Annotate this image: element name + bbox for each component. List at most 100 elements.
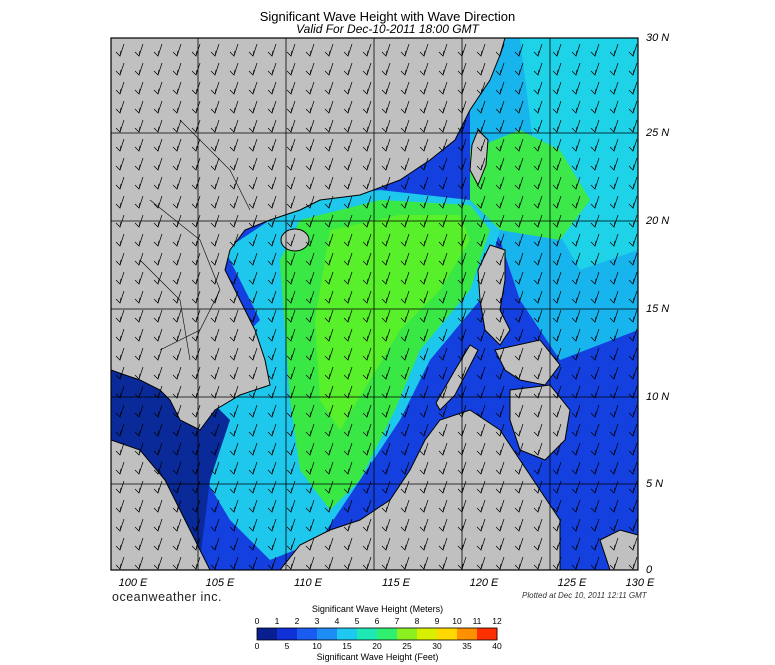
wave-arrow [495, 81, 505, 95]
wave-arrow [248, 347, 258, 361]
wave-arrow [172, 442, 182, 456]
wave-arrow [476, 138, 486, 152]
visayas [494, 339, 561, 386]
wave-arrow [419, 309, 429, 323]
wave-arrow [229, 252, 239, 266]
wave-arrow [533, 499, 543, 513]
lat-label: 20 N [646, 215, 670, 227]
wave-arrow [590, 138, 600, 152]
colorbar-swatch [377, 628, 398, 640]
wave-arrow [590, 62, 600, 76]
wave-arrow [609, 366, 619, 380]
wave-arrow [172, 404, 182, 418]
wave-arrow [533, 252, 543, 266]
wave-arrow [552, 309, 562, 323]
wave-arrow [115, 480, 125, 494]
wave-arrow [343, 328, 353, 342]
colorbar-frame [256, 627, 498, 641]
wave-arrow [419, 43, 429, 57]
colorbar-meters-tick: 6 [374, 616, 380, 626]
wave-arrow [533, 100, 543, 114]
wave-arrow [571, 233, 581, 247]
wave-arrow [590, 81, 600, 95]
wave-arrow [514, 537, 524, 551]
wave-arrow [381, 290, 391, 304]
wave-arrow [628, 556, 638, 570]
wave-arrow [533, 328, 543, 342]
wave-arrow [419, 157, 429, 171]
wave-arrow [514, 442, 524, 456]
colorbar-feet-tick: 40 [492, 641, 502, 651]
wave-arrow [609, 271, 619, 285]
wave-arrow [134, 537, 144, 551]
wave-arrow [115, 442, 125, 456]
wave-arrow [134, 347, 144, 361]
wave-arrow [381, 480, 391, 494]
wave-arrow [533, 119, 543, 133]
wave-arrow [267, 309, 277, 323]
wave-arrow [533, 62, 543, 76]
wave-arrow [248, 423, 258, 437]
wave-arrow [248, 119, 258, 133]
wave-arrow [115, 176, 125, 190]
wave-arrow [552, 43, 562, 57]
wave-arrow [476, 100, 486, 114]
wave-arrow [343, 195, 353, 209]
wave-arrow [400, 480, 410, 494]
wave-arrow [324, 366, 334, 380]
wave-arrow [590, 385, 600, 399]
wave-arrow [229, 480, 239, 494]
wave-arrow [438, 309, 448, 323]
wave-arrow [381, 43, 391, 57]
country-borders [139, 119, 251, 361]
wave-arrow [362, 195, 372, 209]
wave-arrow [590, 309, 600, 323]
wave-arrow [514, 138, 524, 152]
wave-arrow [305, 290, 315, 304]
wave-arrow [571, 119, 581, 133]
wave-arrow [115, 81, 125, 95]
wave-arrow [495, 442, 505, 456]
wave-arrow [476, 461, 486, 475]
wave-arrow [153, 290, 163, 304]
wave-arrow [343, 461, 353, 475]
wave-arrow [248, 499, 258, 513]
wave-arrow [362, 233, 372, 247]
wave-arrow [628, 233, 638, 247]
wave-arrow [362, 252, 372, 266]
wave-arrow [381, 100, 391, 114]
wave-arrow [115, 43, 125, 57]
wave-arrow [381, 442, 391, 456]
lat-label: 15 N [646, 303, 670, 315]
wave-arrow [362, 366, 372, 380]
colorbar-meters-tick: 11 [472, 616, 482, 626]
wave-arrow [628, 499, 638, 513]
wave-arrow [552, 480, 562, 494]
wave-arrow [210, 252, 220, 266]
wave-arrow [571, 385, 581, 399]
wave-arrow [400, 62, 410, 76]
wave-arrow [210, 290, 220, 304]
wave-arrow [400, 309, 410, 323]
wave-arrow [229, 290, 239, 304]
wave-arrow [115, 100, 125, 114]
wave-arrow [210, 347, 220, 361]
wave-arrow [305, 309, 315, 323]
wave-arrow [514, 252, 524, 266]
wave-arrow [229, 271, 239, 285]
wave-arrow [229, 328, 239, 342]
wave-arrow [590, 252, 600, 266]
wave-arrow [381, 499, 391, 513]
wave-arrow [210, 157, 220, 171]
wave-arrow [362, 157, 372, 171]
wave-arrow [476, 328, 486, 342]
wave-arrow [476, 290, 486, 304]
colorbar-meters-tick: 8 [414, 616, 420, 626]
wave-arrow [267, 404, 277, 418]
wave-arrow [552, 537, 562, 551]
wave-arrow [267, 157, 277, 171]
wave-arrow [210, 537, 220, 551]
wave-arrow [571, 423, 581, 437]
wave-arrow [267, 81, 277, 95]
wave-arrow [172, 119, 182, 133]
